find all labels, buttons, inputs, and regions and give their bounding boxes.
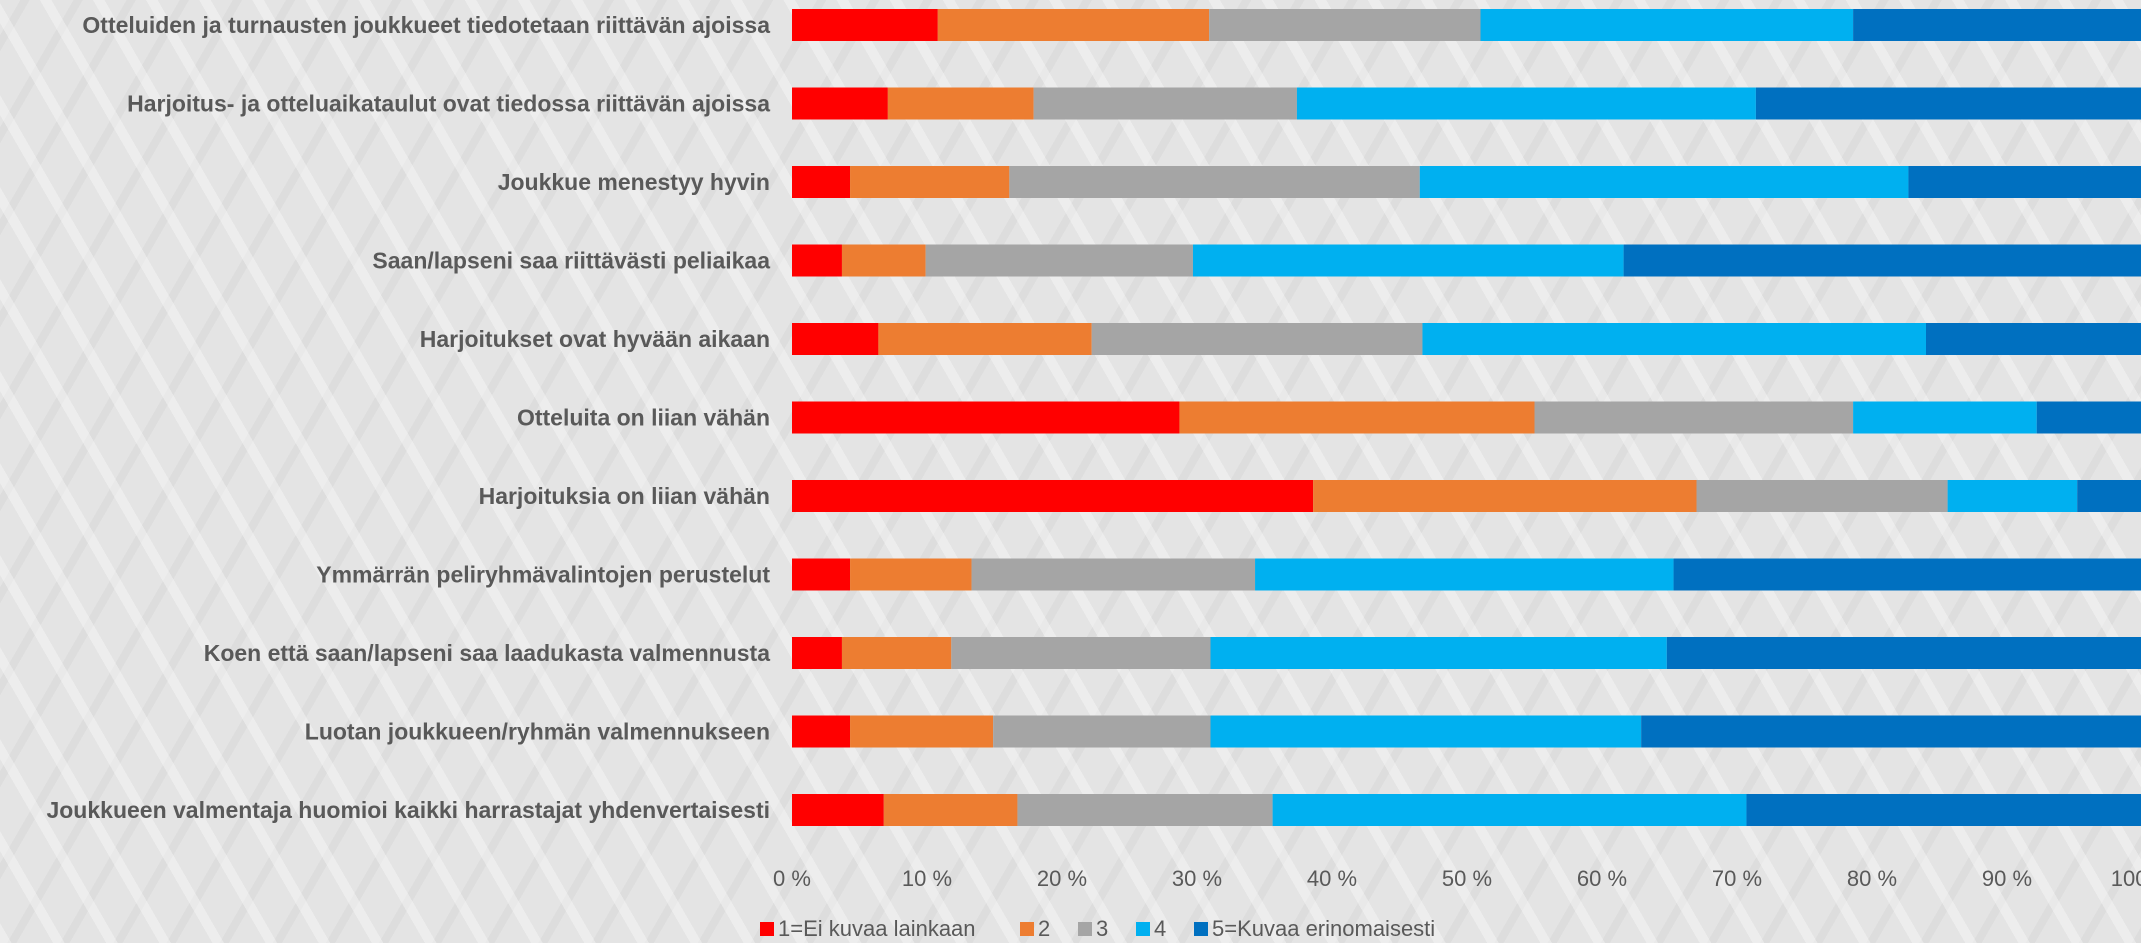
bar-segment [1926, 323, 2141, 355]
category-label: Joukkueen valmentaja huomioi kaikki harr… [46, 797, 770, 823]
bar-segment [1009, 166, 1420, 198]
bar-segment [1673, 558, 2141, 591]
bar-segment [1179, 401, 1535, 434]
bar-segment [792, 637, 842, 669]
category-label: Saan/lapseni saa riittävästi peliaikaa [372, 248, 770, 274]
bar-segment [1419, 166, 1909, 198]
x-tick-label: 100 % [2111, 866, 2141, 891]
bar-segment [971, 558, 1256, 591]
legend-swatch [1078, 922, 1092, 936]
legend-label: 3 [1096, 916, 1108, 941]
category-label: Otteluita on liian vähän [517, 405, 770, 431]
bar-segment [1091, 323, 1423, 355]
legend-swatch [1194, 922, 1208, 936]
category-label: Ymmärrän peliryhmävalintojen perustelut [316, 562, 770, 588]
bar-segment [841, 637, 952, 669]
bar-segment [887, 87, 1034, 120]
bar-segment [1853, 9, 2141, 41]
legend-swatch [1020, 922, 1034, 936]
x-tick-label: 30 % [1172, 866, 1222, 891]
bar-segment [1017, 794, 1273, 826]
x-tick-label: 40 % [1307, 866, 1357, 891]
bar-segment [993, 715, 1211, 748]
bar-segment [792, 715, 851, 748]
x-axis-ticks: 0 % 10 % 20 % 30 % 40 % 50 % 60 % 70 % 80 % 90 % 1… [773, 866, 2141, 891]
x-tick-label: 60 % [1577, 866, 1627, 891]
bar-segment [1033, 87, 1297, 120]
bar-segment [1272, 794, 1747, 826]
bar-segment [792, 87, 888, 120]
bar-segment [1696, 480, 1948, 512]
category-label: Harjoitus- ja otteluaikataulut ovat tied… [127, 91, 770, 117]
bar-segment [1480, 9, 1854, 41]
bar-segment [1210, 637, 1667, 669]
x-tick-label: 10 % [902, 866, 952, 891]
category-label: Luotan joukkueen/ryhmän valmennukseen [305, 719, 770, 745]
bar-segment [850, 715, 994, 748]
bar-segment [937, 9, 1210, 41]
bar-segment [792, 480, 1314, 512]
bar-segment [1210, 715, 1642, 748]
bar-segment [1641, 715, 2141, 748]
bar-segment [1534, 401, 1854, 434]
bar-segment [850, 166, 1010, 198]
x-tick-label: 80 % [1847, 866, 1897, 891]
bar-segment [1755, 87, 2141, 120]
category-label: Joukkue menestyy hyvin [498, 169, 770, 195]
x-tick-label: 20 % [1037, 866, 1087, 891]
bar-segment [1422, 323, 1926, 355]
legend-swatch [760, 922, 774, 936]
bar-segment [792, 323, 879, 355]
bar-segment [841, 244, 926, 277]
bar-segment [878, 323, 1092, 355]
bar-segment [1947, 480, 2078, 512]
bar-segment [2036, 401, 2141, 434]
bar-segment [951, 637, 1211, 669]
x-tick-label: 90 % [1982, 866, 2032, 891]
category-label: Harjoituksia on liian vähän [479, 483, 770, 509]
bar-segment [1908, 166, 2141, 198]
category-label: Harjoitukset ovat hyvään aikaan [420, 326, 770, 352]
x-tick-label: 50 % [1442, 866, 1492, 891]
bar-segment [925, 244, 1193, 277]
x-tick-label: 0 % [773, 866, 811, 891]
bar-segment [850, 558, 972, 591]
bar-segment [1296, 87, 1756, 120]
bar-segment [1853, 401, 2037, 434]
legend-label: 4 [1154, 916, 1166, 941]
bar-segment [792, 166, 851, 198]
legend-swatch [1136, 922, 1150, 936]
legend-label: 2 [1038, 916, 1050, 941]
bar-segment [792, 9, 938, 41]
legend-label: 1=Ei kuvaa lainkaan [778, 916, 976, 941]
legend-label: 5=Kuvaa erinomaisesti [1212, 916, 1435, 941]
bar-segment [1746, 794, 2141, 826]
bar-segment [1255, 558, 1674, 591]
bars [792, 9, 2141, 826]
bar-segment [792, 401, 1180, 434]
bar-segment [792, 244, 842, 277]
category-label: Koen että saan/lapseni saa laadukasta va… [204, 640, 771, 666]
bar-segment [1313, 480, 1697, 512]
bar-segment [883, 794, 1018, 826]
category-labels: Otteluiden ja turnausten joukkueet tiedo… [46, 12, 770, 823]
category-label: Otteluiden ja turnausten joukkueet tiedo… [82, 12, 770, 38]
bar-segment [2077, 480, 2141, 512]
bar-segment [1192, 244, 1624, 277]
bar-segment [792, 794, 884, 826]
bar-segment [1623, 244, 2141, 277]
bar-segment [792, 558, 851, 591]
bar-segment [1209, 9, 1481, 41]
bar-segment [1666, 637, 2141, 669]
x-tick-label: 70 % [1712, 866, 1762, 891]
legend: 1=Ei kuvaa lainkaan 2 3 4 5=Kuvaa erinomaise… [760, 916, 1435, 941]
